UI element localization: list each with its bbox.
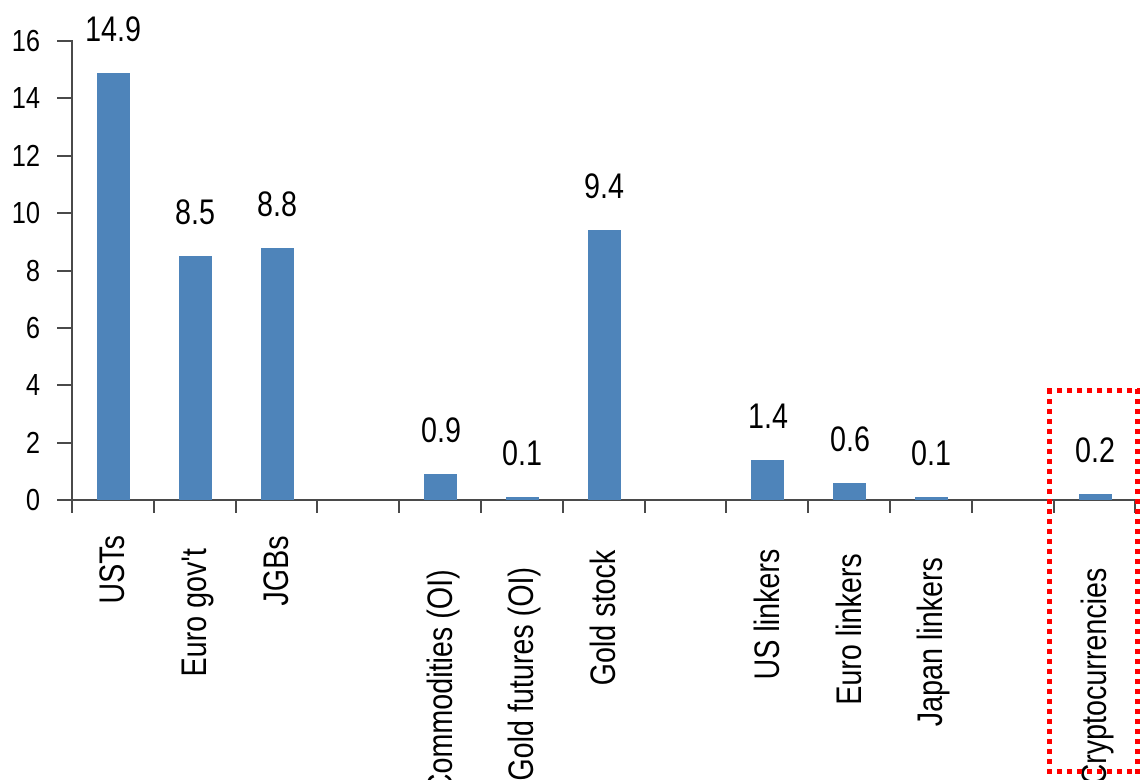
y-axis-tick-label: 16	[11, 23, 40, 58]
category-label: Commodities (OI)	[420, 569, 460, 780]
y-axis-tick-label: 0	[25, 482, 40, 517]
category-label: US linkers	[747, 548, 787, 680]
y-axis-tick-label: 14	[11, 80, 40, 116]
x-axis-tick	[807, 500, 810, 513]
bar-usts	[96, 72, 130, 500]
value-label: 14.9	[85, 9, 142, 49]
bar-euro-linkers	[833, 482, 867, 500]
x-axis-line	[70, 499, 1137, 501]
y-axis-tick	[56, 326, 71, 329]
x-axis-tick	[71, 500, 73, 513]
highlight-box	[1046, 388, 1140, 774]
category-label: Euro linkers	[829, 553, 869, 705]
y-axis-tick	[56, 441, 71, 444]
x-axis-tick	[234, 500, 237, 513]
x-axis-tick	[643, 500, 646, 513]
category-label: USTs	[93, 535, 133, 604]
bar-japan-linkers	[914, 497, 948, 500]
value-label: 8.8	[257, 184, 297, 224]
y-axis-tick	[56, 499, 71, 501]
x-axis-tick	[725, 500, 728, 513]
x-axis-tick	[889, 500, 891, 513]
bar-gold-stock	[587, 230, 621, 500]
category-label: Japan linkers	[911, 557, 951, 727]
value-label: 9.4	[584, 167, 625, 207]
y-axis-tick	[56, 269, 71, 272]
y-axis-tick	[56, 40, 71, 42]
value-label: 0.9	[420, 411, 461, 451]
y-axis-tick	[56, 384, 71, 387]
category-label: Gold futures (OI)	[502, 566, 542, 780]
y-axis-tick	[56, 212, 71, 215]
y-axis-tick	[56, 97, 71, 100]
value-label: 0.1	[911, 434, 952, 474]
y-axis-tick-label: 4	[25, 367, 40, 403]
value-label: 0.1	[502, 434, 543, 474]
y-axis-tick-label: 12	[11, 137, 40, 173]
bar-commodities-oi	[424, 474, 458, 500]
category-label: Euro gov't	[175, 548, 215, 677]
x-axis-tick	[398, 500, 401, 513]
y-axis-tick-label: 6	[25, 309, 40, 345]
bar-jgbs	[260, 247, 294, 500]
x-axis-tick	[316, 500, 319, 513]
category-label: Gold stock	[584, 549, 624, 686]
y-axis-tick	[56, 154, 71, 157]
x-axis-tick	[480, 500, 482, 513]
y-axis-tick-label: 2	[25, 424, 40, 460]
value-label: 1.4	[747, 396, 788, 436]
bar-gold-futures-oi	[505, 497, 539, 500]
category-label: JGBs	[257, 535, 296, 606]
x-axis-tick	[970, 500, 973, 513]
value-label: 0.6	[829, 419, 870, 459]
x-axis-tick	[561, 500, 564, 513]
y-axis-tick-label: 8	[25, 252, 40, 288]
bar-us-linkers	[751, 459, 785, 500]
y-axis-tick-label: 10	[11, 195, 40, 231]
y-axis-line	[70, 40, 73, 513]
value-label: 8.5	[175, 193, 216, 233]
bar-euro-gov-t	[178, 256, 212, 500]
x-axis-tick	[152, 500, 155, 513]
